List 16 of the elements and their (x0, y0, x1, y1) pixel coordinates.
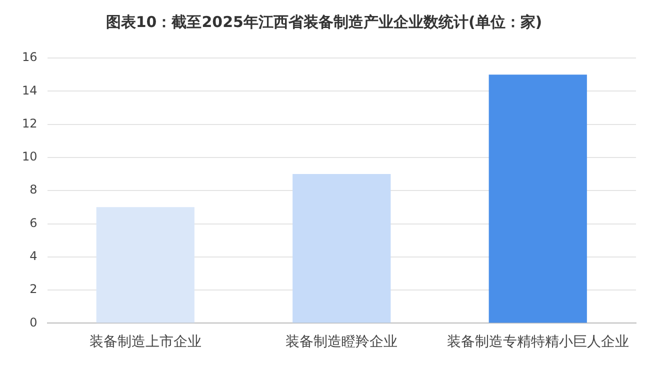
y-tick-label: 16 (22, 50, 38, 64)
x-tick-label: 装备制造瞪羚企业 (286, 334, 398, 350)
y-tick-label: 0 (30, 315, 38, 330)
y-tick-label: 12 (22, 116, 38, 130)
bar (488, 74, 587, 323)
chart-title: 图表10：截至2025年江西省装备制造产业企业数统计(单位：家) (106, 12, 542, 31)
y-tick-label: 14 (22, 83, 38, 98)
x-tick-label: 装备制造上市企业 (89, 334, 202, 350)
y-tick-label: 8 (30, 182, 38, 197)
x-tick-label: 装备制造专精特精小巨人企业 (446, 334, 629, 350)
y-tick-label: 2 (30, 282, 38, 296)
bar (96, 207, 194, 323)
y-tick-label: 10 (22, 150, 38, 164)
bar (292, 174, 391, 323)
y-tick-label: 4 (30, 249, 38, 264)
y-tick-label: 6 (30, 216, 38, 230)
